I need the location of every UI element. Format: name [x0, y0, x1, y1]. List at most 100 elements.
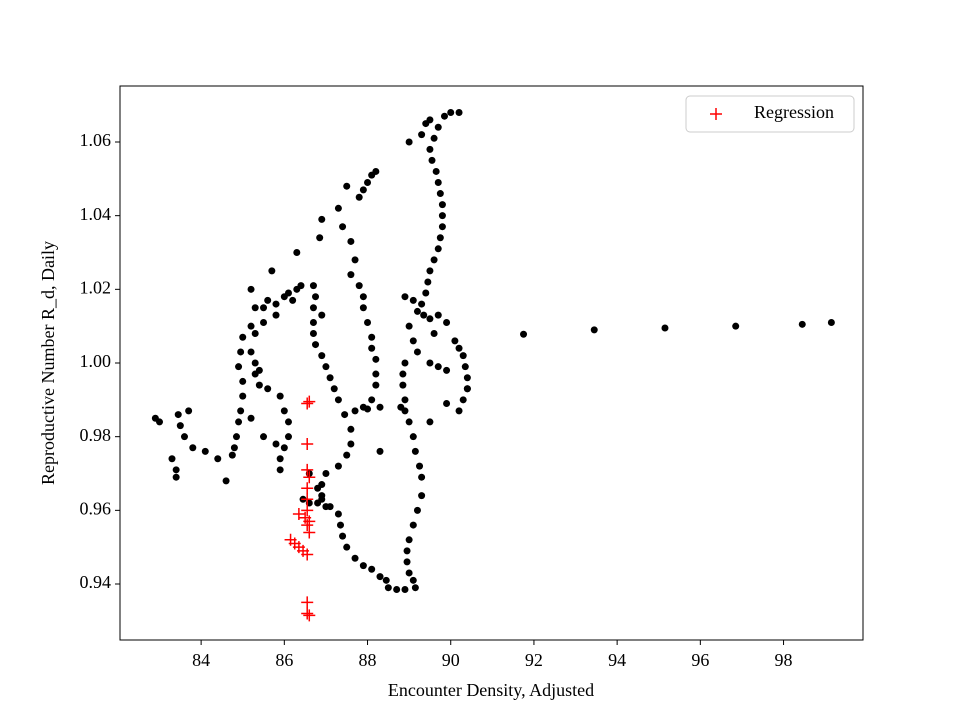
point [409, 296, 417, 304]
point [411, 584, 419, 592]
point [409, 433, 417, 441]
point [430, 134, 438, 142]
point [301, 493, 314, 506]
point [426, 315, 434, 323]
point [430, 330, 438, 338]
point [455, 407, 463, 415]
point [303, 609, 316, 622]
point [189, 444, 197, 452]
point [312, 341, 320, 349]
point [280, 407, 288, 415]
point [214, 455, 222, 463]
point [301, 438, 314, 451]
point [276, 392, 284, 400]
x-tick-label: 90 [442, 650, 460, 670]
point [301, 397, 314, 410]
point [401, 396, 409, 404]
point [426, 145, 434, 153]
point [376, 573, 384, 581]
point [827, 318, 835, 326]
point [428, 156, 436, 164]
point [201, 447, 209, 455]
point [284, 433, 292, 441]
x-tick-label: 88 [359, 650, 377, 670]
point [347, 440, 355, 448]
x-axis-label: Encounter Density, Adjusted [388, 680, 594, 700]
point [272, 300, 280, 308]
y-tick-label: 1.04 [80, 204, 112, 224]
point [368, 333, 376, 341]
point [447, 109, 455, 117]
y-tick-label: 0.94 [80, 572, 112, 592]
point [318, 492, 326, 500]
point [303, 395, 316, 408]
point [426, 359, 434, 367]
point [180, 433, 188, 441]
point [228, 451, 236, 459]
point [247, 322, 255, 330]
point [351, 256, 359, 264]
point [426, 418, 434, 426]
y-tick-label: 0.98 [80, 425, 112, 445]
point [185, 407, 193, 415]
point [292, 508, 305, 521]
point [301, 463, 314, 476]
point [416, 462, 424, 470]
point [255, 366, 263, 374]
x-tick-label: 86 [275, 650, 293, 670]
point [301, 607, 314, 620]
point [364, 405, 372, 413]
point [301, 482, 314, 495]
point [343, 182, 351, 190]
point [347, 425, 355, 433]
point [399, 381, 407, 389]
point [438, 223, 446, 231]
point [434, 179, 442, 187]
point [413, 506, 421, 514]
x-tick-label: 94 [608, 650, 626, 670]
point [251, 359, 259, 367]
point [284, 418, 292, 426]
point [440, 112, 448, 120]
y-axis-label: Reproductive Number R_d, Daily [38, 241, 58, 485]
point [312, 293, 320, 301]
x-tick-label: 84 [192, 650, 210, 670]
point [303, 526, 316, 539]
point [359, 293, 367, 301]
point [237, 407, 245, 415]
x-tick-label: 92 [525, 650, 543, 670]
point [376, 403, 384, 411]
y-tick-label: 1.00 [80, 351, 112, 371]
point [297, 282, 305, 290]
point [239, 377, 247, 385]
point [260, 304, 268, 312]
y-tick-label: 1.06 [80, 130, 112, 150]
point [318, 215, 326, 223]
point [339, 532, 347, 540]
point [326, 374, 334, 382]
point [334, 396, 342, 404]
point [376, 447, 384, 455]
point [443, 366, 451, 374]
point [239, 392, 247, 400]
point [590, 326, 598, 334]
point [368, 344, 376, 352]
point [230, 444, 238, 452]
point [413, 348, 421, 356]
point [255, 381, 263, 389]
y-tick-label: 0.96 [80, 498, 112, 518]
point [359, 562, 367, 570]
point [355, 282, 363, 290]
point [168, 455, 176, 463]
point [459, 396, 467, 404]
point [418, 473, 426, 481]
point [347, 271, 355, 279]
point [316, 234, 324, 242]
point [409, 521, 417, 529]
point [351, 407, 359, 415]
point [272, 311, 280, 319]
point [403, 547, 411, 555]
point [798, 320, 806, 328]
point [343, 543, 351, 551]
